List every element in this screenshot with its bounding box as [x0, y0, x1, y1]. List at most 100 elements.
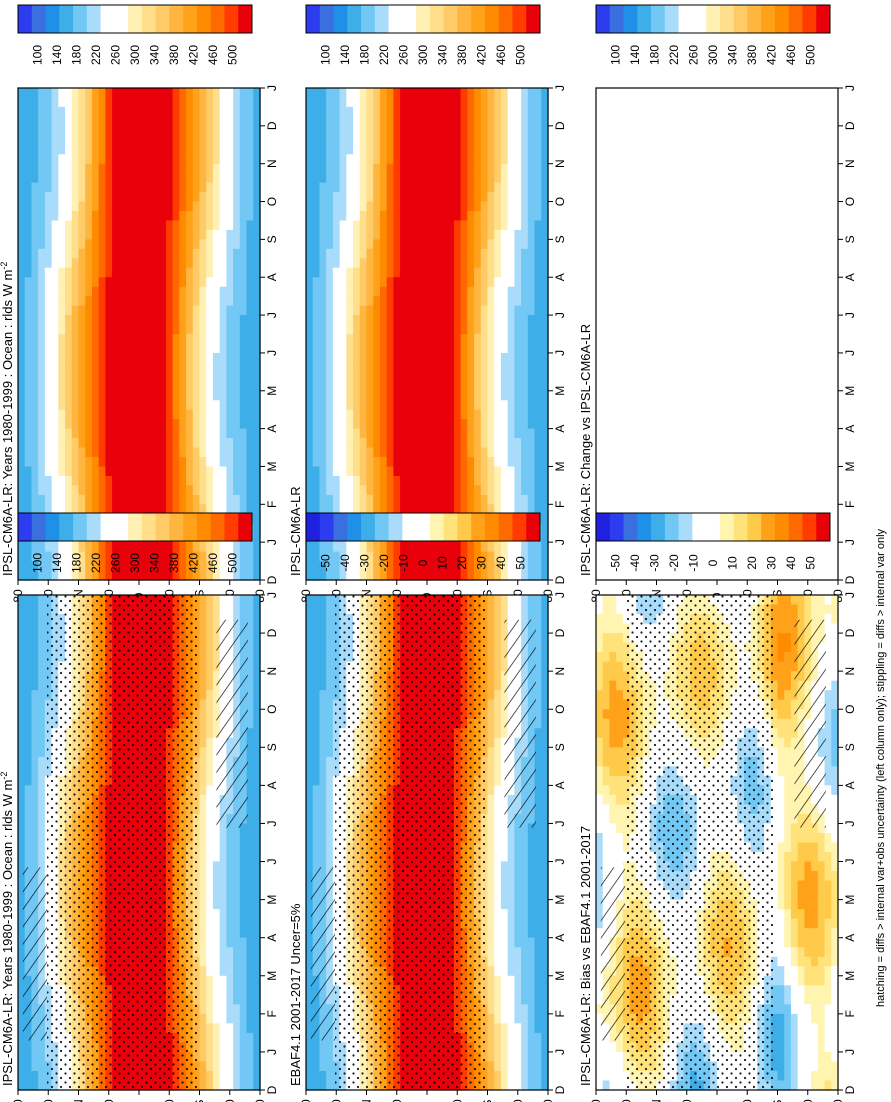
heat-cell	[159, 296, 167, 307]
heat-cell	[346, 163, 354, 174]
heat-cell	[85, 371, 93, 382]
heat-cell	[447, 409, 455, 420]
heat-cell	[78, 570, 86, 581]
heat-cell	[44, 305, 53, 316]
heat-cell	[453, 504, 462, 515]
heat-cell	[359, 551, 368, 562]
heat-cell	[58, 494, 66, 505]
heat-cell	[474, 192, 482, 203]
heat-cell	[521, 116, 529, 127]
heat-cell	[521, 352, 529, 363]
heat-cell	[65, 258, 73, 269]
heat-cell	[366, 239, 374, 250]
heat-cell	[65, 419, 73, 430]
heat-cell	[18, 623, 26, 634]
heat-cell	[507, 409, 515, 420]
heat-cell	[373, 192, 381, 203]
heat-cell	[346, 277, 354, 288]
heat-cell	[427, 381, 435, 392]
heat-cell	[233, 409, 241, 420]
heat-cell	[332, 352, 341, 363]
heat-cell	[427, 428, 435, 439]
heat-cell	[366, 286, 374, 297]
heat-cell	[467, 409, 475, 420]
heat-cell	[346, 438, 354, 449]
heat-cell	[206, 457, 214, 468]
heat-cell	[179, 457, 187, 468]
heat-cell	[65, 343, 73, 354]
heat-cell	[18, 956, 26, 967]
heat-cell	[332, 343, 341, 354]
heat-cell	[125, 305, 133, 316]
heat-cell	[400, 504, 408, 515]
heat-cell	[440, 343, 448, 354]
heat-cell	[192, 106, 201, 117]
heat-cell	[306, 494, 314, 505]
heat-cell	[44, 494, 53, 505]
heat-cell	[339, 400, 347, 411]
heat-cell	[494, 192, 502, 203]
heat-cell	[212, 390, 221, 401]
heat-cell	[199, 286, 207, 297]
heat-cell	[487, 154, 495, 165]
heat-cell	[219, 192, 227, 203]
heat-cell	[326, 400, 334, 411]
heat-cell	[91, 343, 100, 354]
heat-cell	[433, 362, 442, 373]
heat-cell	[420, 447, 428, 458]
heat-cell	[233, 400, 241, 411]
heat-cell	[145, 125, 154, 136]
heat-cell	[467, 542, 475, 553]
heat-cell	[440, 551, 448, 562]
heat-cell	[18, 447, 26, 458]
heat-cell	[447, 438, 455, 449]
heat-cell	[306, 125, 314, 136]
heat-cell	[246, 267, 254, 278]
heat-cell	[18, 419, 26, 430]
heat-cell	[139, 334, 147, 345]
heat-cell	[246, 551, 254, 562]
heat-cell	[24, 633, 33, 644]
heat-cell	[467, 97, 475, 108]
heat-cell	[186, 362, 194, 373]
heat-cell	[98, 239, 106, 250]
heat-cell	[239, 258, 248, 269]
heat-cell	[98, 97, 106, 108]
heat-cell	[139, 485, 147, 496]
heat-cell	[480, 267, 489, 278]
heat-cell	[386, 305, 394, 316]
heat-cell	[239, 381, 248, 392]
heat-cell	[474, 125, 482, 136]
heat-cell	[38, 718, 46, 729]
heat-cell	[233, 466, 241, 477]
month-tick-label: J	[265, 312, 279, 318]
heat-cell	[112, 390, 120, 401]
heat-cell	[494, 258, 502, 269]
heat-cell	[226, 125, 234, 136]
heat-cell	[239, 457, 248, 468]
heat-cell	[159, 305, 167, 316]
heat-cell	[339, 381, 347, 392]
heat-cell	[246, 570, 254, 581]
heat-cell	[427, 267, 435, 278]
heat-cell	[359, 504, 368, 515]
heat-cell	[480, 457, 489, 468]
heat-cell	[165, 106, 174, 117]
heat-cell	[253, 324, 261, 335]
heat-cell	[413, 248, 421, 259]
heat-cell	[541, 352, 549, 363]
heat-cell	[58, 229, 66, 240]
heat-cell	[38, 125, 46, 136]
heat-cell	[474, 267, 482, 278]
heat-cell	[78, 211, 86, 222]
heat-cell	[51, 258, 59, 269]
heat-cell	[226, 390, 234, 401]
heat-cell	[494, 352, 502, 363]
heat-cell	[24, 642, 33, 653]
heat-cell	[474, 277, 482, 288]
heat-cell	[359, 494, 368, 505]
heat-cell	[44, 504, 53, 515]
heat-cell	[514, 229, 522, 240]
heat-cell	[393, 457, 401, 468]
heat-cell	[359, 154, 368, 165]
